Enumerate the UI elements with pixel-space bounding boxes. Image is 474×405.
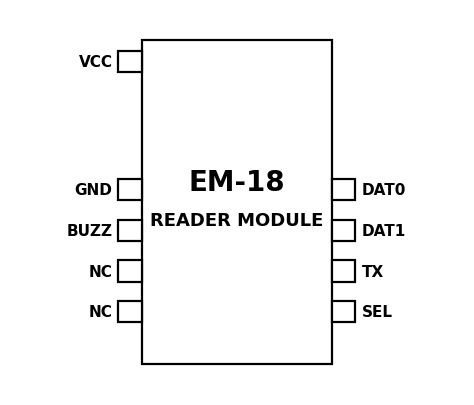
Bar: [118, 220, 142, 241]
Bar: [118, 261, 142, 282]
Bar: [142, 40, 332, 364]
Text: SEL: SEL: [362, 305, 392, 319]
Bar: [118, 301, 142, 322]
Text: VCC: VCC: [79, 55, 112, 70]
Text: NC: NC: [89, 264, 112, 279]
Text: READER MODULE: READER MODULE: [150, 211, 324, 230]
Bar: [332, 220, 356, 241]
Text: TX: TX: [362, 264, 384, 279]
Text: NC: NC: [89, 305, 112, 319]
Text: EM-18: EM-18: [189, 168, 285, 196]
Bar: [332, 180, 356, 201]
Text: BUZZ: BUZZ: [66, 224, 112, 238]
Bar: [332, 301, 356, 322]
Text: DAT1: DAT1: [362, 224, 406, 238]
Bar: [332, 261, 356, 282]
Text: GND: GND: [74, 183, 112, 198]
Bar: [118, 180, 142, 201]
Bar: [118, 52, 142, 73]
Text: DAT0: DAT0: [362, 183, 406, 198]
